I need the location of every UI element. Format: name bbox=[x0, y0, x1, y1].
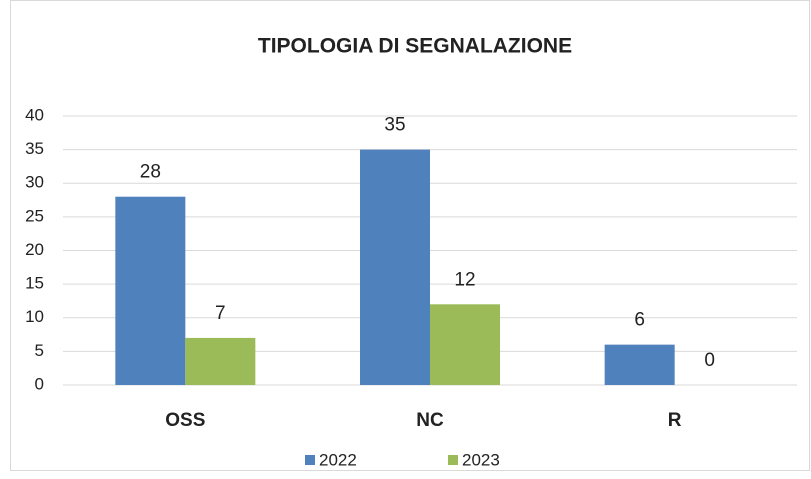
legend-swatch bbox=[305, 455, 315, 465]
y-tick-label: 40 bbox=[25, 105, 44, 124]
bar bbox=[430, 304, 500, 385]
legend-swatch bbox=[448, 455, 458, 465]
y-tick-label: 25 bbox=[25, 206, 44, 225]
data-label: 7 bbox=[215, 303, 226, 324]
bar bbox=[115, 196, 186, 385]
x-tick-label: NC bbox=[416, 410, 444, 431]
x-tick-label: R bbox=[668, 410, 682, 431]
y-tick-label: 15 bbox=[25, 274, 44, 293]
x-tick-label: OSS bbox=[165, 410, 205, 431]
legend-label: 2023 bbox=[462, 450, 500, 469]
data-label: 6 bbox=[634, 310, 645, 331]
y-tick-label: 35 bbox=[25, 139, 44, 158]
bar bbox=[604, 344, 675, 385]
y-tick-label: 5 bbox=[35, 341, 44, 360]
y-tick-label: 0 bbox=[35, 374, 44, 393]
data-label: 35 bbox=[384, 115, 405, 136]
chart-title: TIPOLOGIA DI SEGNALAZIONE bbox=[258, 35, 572, 58]
y-tick-label: 20 bbox=[25, 240, 44, 259]
legend-label: 2022 bbox=[319, 450, 357, 469]
y-tick-label: 30 bbox=[25, 173, 44, 192]
data-label: 0 bbox=[704, 350, 715, 371]
y-tick-label: 10 bbox=[25, 307, 44, 326]
bar bbox=[185, 337, 256, 385]
bar bbox=[360, 149, 430, 385]
data-label: 12 bbox=[454, 269, 475, 290]
data-label: 28 bbox=[140, 162, 161, 183]
